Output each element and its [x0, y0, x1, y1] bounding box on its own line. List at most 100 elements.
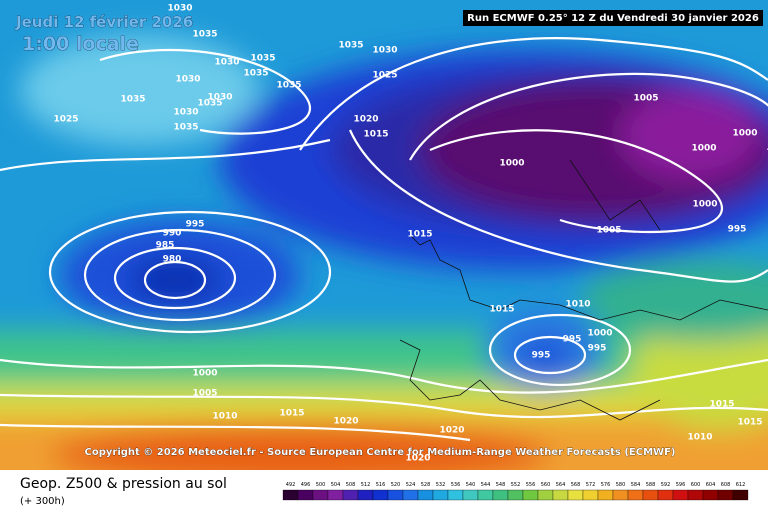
isobar-label: 1000 [732, 129, 757, 139]
legend-tick-label: 596 [676, 482, 686, 488]
legend-tick-label: 516 [376, 482, 386, 488]
legend-swatch [372, 489, 389, 501]
legend-tick-label: 600 [691, 482, 701, 488]
legend-swatch [522, 489, 539, 501]
legend-swatch [642, 489, 659, 501]
isobar-label: 995 [563, 335, 582, 345]
legend-tick-label: 548 [496, 482, 506, 488]
isobar-label: 985 [156, 241, 175, 251]
isobar-label: 1005 [596, 226, 621, 236]
legend-swatch [537, 489, 554, 501]
legend-tick-label: 592 [661, 482, 671, 488]
isobar-label: 1030 [175, 75, 200, 85]
isobar-label: 995 [728, 225, 747, 235]
legend-swatch [312, 489, 329, 501]
isobar-label: 1010 [212, 412, 237, 422]
legend-swatch [717, 489, 734, 501]
legend-tick-label: 584 [631, 482, 641, 488]
isobar-label: 1020 [353, 115, 378, 125]
legend-tick-label: 504 [331, 482, 341, 488]
legend-swatch [702, 489, 719, 501]
legend-tick-label: 500 [316, 482, 326, 488]
isobar-label: 1015 [279, 409, 304, 419]
legend-swatch [342, 489, 359, 501]
copyright: Copyright © 2026 Meteociel.fr - Source E… [85, 447, 676, 458]
isobar-label: 1030 [372, 46, 397, 56]
legend-swatch [507, 489, 524, 501]
isobar-label: 1030 [207, 93, 232, 103]
legend-tick-label: 492 [286, 482, 296, 488]
footer-lead: (+ 300h) [20, 496, 65, 507]
forecast-date: Jeudi 12 février 2026 [15, 13, 193, 31]
legend-swatch [282, 489, 299, 501]
isobar-label: 1035 [120, 95, 145, 105]
isobar-label: 1020 [405, 454, 430, 464]
legend-tick-label: 612 [736, 482, 746, 488]
legend-swatch [732, 489, 749, 501]
legend-swatch [567, 489, 584, 501]
isobar-label: 1035 [276, 81, 301, 91]
isobar-label: 1035 [173, 123, 198, 133]
legend-tick-label: 512 [361, 482, 371, 488]
legend-tick-label: 588 [646, 482, 656, 488]
isobar-label: 1035 [192, 30, 217, 40]
legend-tick-label: 604 [706, 482, 716, 488]
isobar-label: 995 [186, 220, 205, 230]
isobar-label: 995 [588, 344, 607, 354]
isobar-label: 1000 [587, 329, 612, 339]
legend-tick-label: 528 [421, 482, 431, 488]
legend-swatch [492, 489, 509, 501]
isobar-label: 1015 [363, 130, 388, 140]
legend-swatch [612, 489, 629, 501]
legend-swatch [432, 489, 449, 501]
legend-swatch [447, 489, 464, 501]
footer-title: Geop. Z500 & pression au sol [20, 476, 227, 492]
forecast-time: 1:00 locale [22, 33, 139, 55]
isobar-label: 1020 [333, 417, 358, 427]
isobar-label: 1025 [53, 115, 78, 125]
isobar-label: 1010 [565, 300, 590, 310]
legend-tick-label: 540 [466, 482, 476, 488]
legend-swatch [357, 489, 374, 501]
legend-swatch [597, 489, 614, 501]
legend-tick-label: 572 [586, 482, 596, 488]
isobar-label: 1015 [407, 230, 432, 240]
isobar-label: 995 [532, 351, 551, 361]
legend-tick-label: 552 [511, 482, 521, 488]
isobar-label: 1005 [192, 389, 217, 399]
isobar-label: 1035 [338, 41, 363, 51]
legend-swatch [627, 489, 644, 501]
legend-tick-label: 564 [556, 482, 566, 488]
isobar-label: 1030 [214, 58, 239, 68]
isobar-label: 1000 [691, 144, 716, 154]
isobar-label: 1010 [687, 433, 712, 443]
legend-tick-label: 608 [721, 482, 731, 488]
isobar-label: 1015 [737, 418, 762, 428]
isobar-label: 1030 [167, 4, 192, 14]
isobar-label: 1015 [709, 400, 734, 410]
legend-swatch [477, 489, 494, 501]
legend-tick-label: 508 [346, 482, 356, 488]
legend-swatch [297, 489, 314, 501]
legend-tick-label: 544 [481, 482, 491, 488]
isobar-label: 1000 [692, 200, 717, 210]
legend-tick-label: 536 [451, 482, 461, 488]
legend-tick-label: 496 [301, 482, 311, 488]
legend-swatch [462, 489, 479, 501]
legend-tick-label: 556 [526, 482, 536, 488]
isobar-label: 1035 [250, 54, 275, 64]
legend-swatch [687, 489, 704, 501]
isobar-label: 1030 [173, 108, 198, 118]
isobar-label: 980 [163, 255, 182, 265]
legend-swatch [657, 489, 674, 501]
isobar-label: 1000 [192, 369, 217, 379]
coastlines [399, 159, 768, 421]
legend-swatch [402, 489, 419, 501]
legend-tick-label: 576 [601, 482, 611, 488]
legend-tick-label: 580 [616, 482, 626, 488]
legend-swatch [552, 489, 569, 501]
legend-tick-label: 568 [571, 482, 581, 488]
isobar-label: 1035 [243, 69, 268, 79]
legend-swatch [387, 489, 404, 501]
